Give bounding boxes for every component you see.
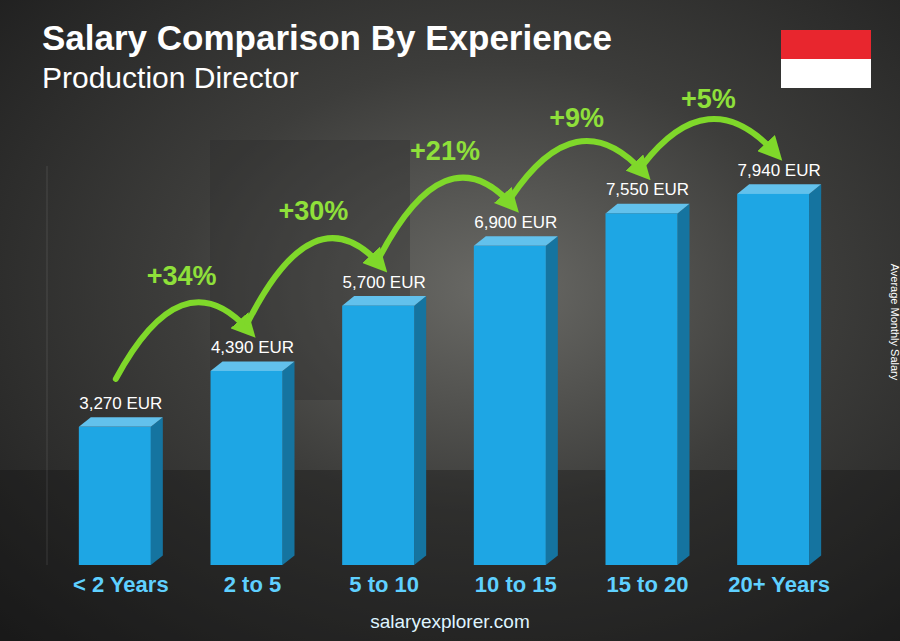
bar-side xyxy=(414,296,426,565)
title: Salary Comparison By Experience xyxy=(42,18,612,57)
bar-side xyxy=(678,204,690,565)
bar-top xyxy=(211,361,295,371)
flag-white xyxy=(781,59,871,88)
change-arrow xyxy=(116,302,248,379)
category-label: 20+ Years xyxy=(728,572,830,597)
change-label: +30% xyxy=(278,196,348,226)
category-label: 10 to 15 xyxy=(475,572,557,597)
category-label: 5 to 10 xyxy=(349,572,419,597)
data-label: 5,700 EUR xyxy=(343,273,426,292)
page: {"chart_data": {"type": "bar", "title": … xyxy=(0,0,900,641)
data-label: 7,940 EUR xyxy=(738,161,821,180)
bar-top xyxy=(79,417,163,427)
subtitle: Production Director xyxy=(42,61,299,94)
change-arrow xyxy=(511,141,643,198)
value-axis xyxy=(47,166,48,565)
data-label: 3,270 EUR xyxy=(79,394,162,413)
bar-side xyxy=(546,236,558,565)
data-label: 6,900 EUR xyxy=(474,213,557,232)
change-arrow xyxy=(379,178,511,258)
bars xyxy=(79,184,821,565)
bar-side xyxy=(283,361,295,565)
bar xyxy=(79,427,151,565)
bar xyxy=(211,371,283,565)
bar-side xyxy=(151,417,163,565)
bar-top xyxy=(737,184,821,194)
bar-top xyxy=(606,204,690,214)
category-label: < 2 Years xyxy=(73,572,169,597)
change-arrow xyxy=(248,238,380,323)
bar xyxy=(342,306,414,565)
change-label: +5% xyxy=(681,84,736,114)
flag-red xyxy=(781,30,871,59)
y-label: Average Monthly Salary xyxy=(889,264,900,381)
category-label: 2 to 5 xyxy=(224,572,281,597)
source: salaryexplorer.com xyxy=(370,611,529,632)
bar xyxy=(474,246,546,565)
chart: Salary Comparison By Experience Productio… xyxy=(0,0,900,641)
change-arrow xyxy=(643,119,775,165)
change-label: +21% xyxy=(410,136,480,166)
bar-top xyxy=(342,296,426,306)
data-label: 7,550 EUR xyxy=(606,180,689,199)
bar-top xyxy=(474,236,558,246)
bar xyxy=(737,194,809,565)
bar xyxy=(606,213,678,565)
data-label: 4,390 EUR xyxy=(211,338,294,357)
change-label: +9% xyxy=(549,103,604,133)
bar-side xyxy=(809,184,821,565)
category-label: 15 to 20 xyxy=(607,572,689,597)
change-label: +34% xyxy=(147,261,217,291)
